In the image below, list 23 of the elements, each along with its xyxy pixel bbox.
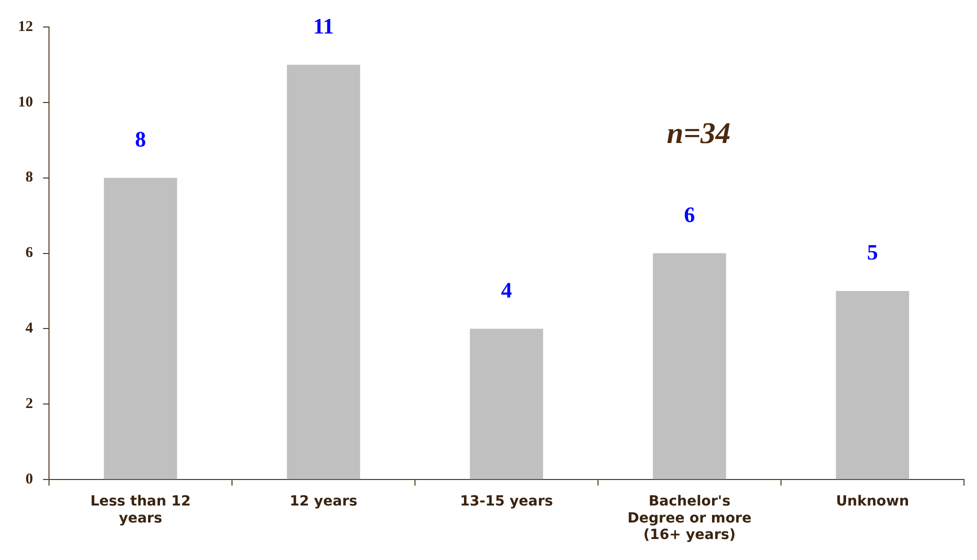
bar — [470, 328, 544, 480]
y-tick-label: 10 — [18, 94, 33, 110]
y-tick-label: 0 — [26, 471, 33, 488]
y-tick-label: 12 — [18, 18, 33, 35]
data-label: 8 — [135, 126, 146, 152]
x-tick-label: 12 years — [290, 494, 358, 510]
y-tick-label: 2 — [26, 396, 33, 412]
bar — [104, 178, 178, 480]
bar — [286, 64, 360, 480]
x-tick-label: 13-15 years — [460, 494, 553, 510]
data-label: 4 — [501, 277, 512, 302]
y-tick-label: 6 — [26, 245, 34, 262]
x-tick-label: Unknown — [836, 494, 910, 510]
y-tick-label: 8 — [26, 170, 33, 186]
bar — [836, 291, 910, 480]
data-label: 6 — [684, 202, 695, 227]
data-label: 11 — [313, 13, 334, 38]
data-label: 5 — [867, 240, 878, 265]
x-tick-label: Less than 12 years — [90, 494, 191, 526]
annotation: n=34 — [666, 116, 731, 150]
x-tick-label: Bachelor's Degree or more (16+ years) — [628, 494, 752, 544]
y-tick-label: 4 — [26, 320, 34, 337]
bar — [652, 253, 726, 480]
